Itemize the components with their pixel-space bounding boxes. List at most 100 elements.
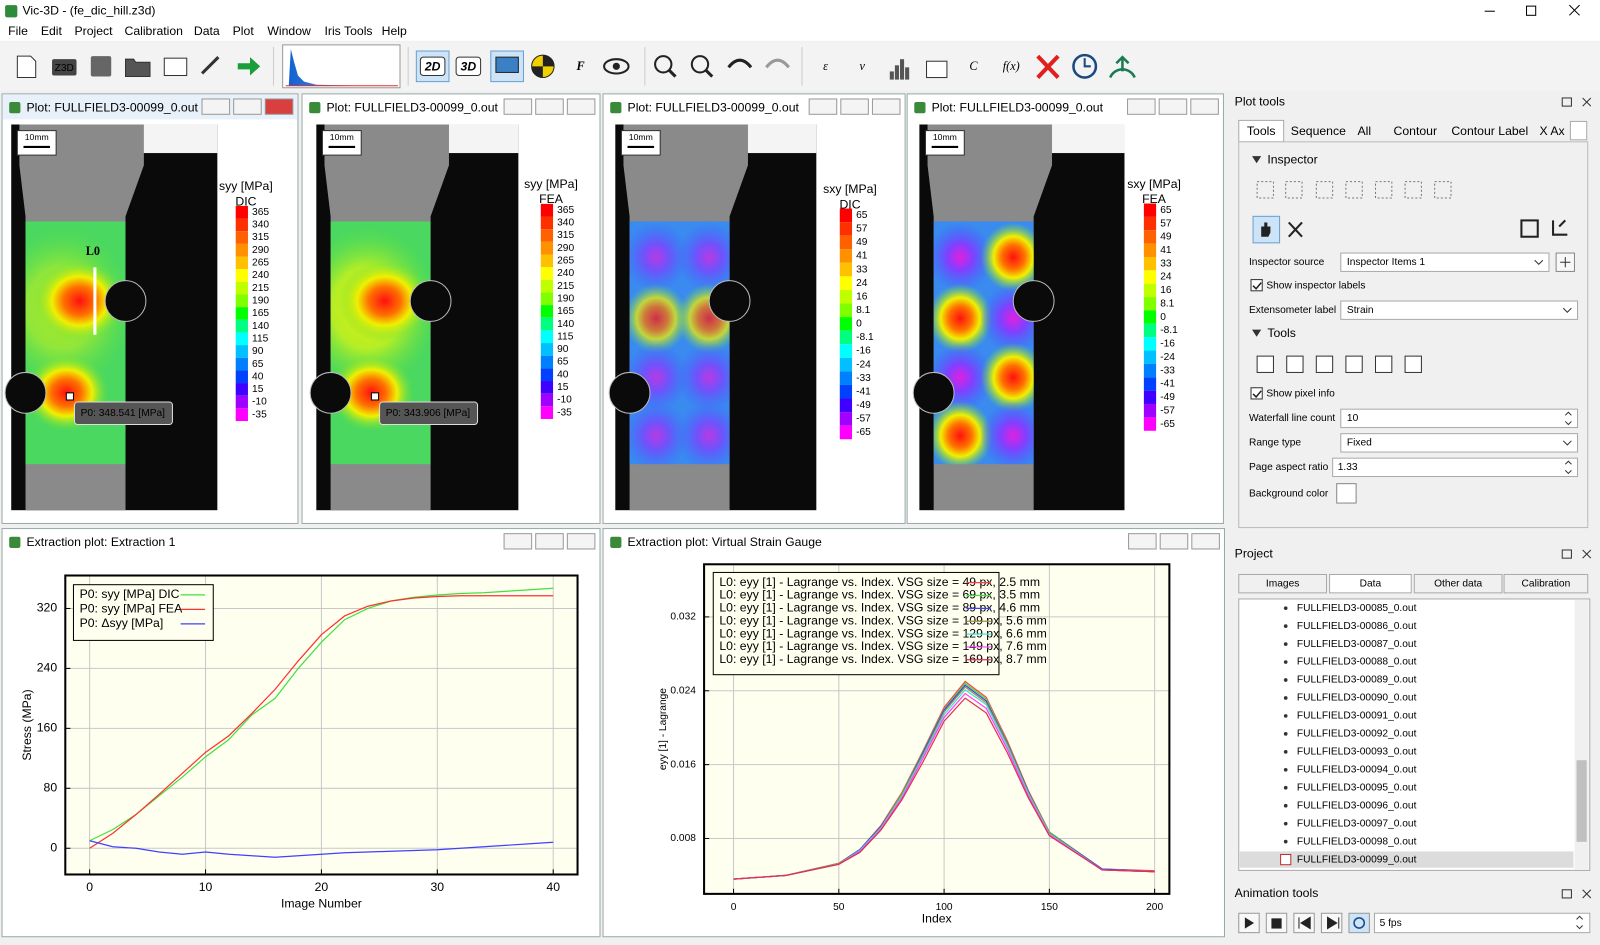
subwindow-button[interactable] bbox=[872, 99, 900, 114]
tool-icon[interactable] bbox=[1405, 356, 1421, 372]
list-item[interactable]: FULLFIELD3-00095_0.out bbox=[1297, 782, 1417, 793]
spin-box[interactable] bbox=[1341, 409, 1578, 427]
colorbar-swatch bbox=[236, 383, 248, 396]
section-title[interactable]: Tools bbox=[1267, 326, 1296, 340]
combo-box[interactable] bbox=[1341, 434, 1578, 452]
tab-label[interactable]: Sequence bbox=[1291, 124, 1346, 138]
menu-item[interactable]: Calibration bbox=[124, 24, 183, 38]
colorbar-swatch bbox=[541, 254, 553, 267]
subwindow-button[interactable] bbox=[809, 99, 837, 114]
tab-label[interactable]: Images bbox=[1266, 578, 1299, 589]
toolbar-label[interactable]: F bbox=[576, 59, 585, 73]
list-item[interactable]: FULLFIELD3-00092_0.out bbox=[1297, 729, 1417, 740]
combo-box[interactable] bbox=[1341, 301, 1578, 319]
subwindow-button[interactable] bbox=[841, 99, 869, 114]
tab-label[interactable]: Contour bbox=[1394, 124, 1438, 138]
inspector-point[interactable] bbox=[66, 393, 73, 400]
field-label: Range type bbox=[1249, 438, 1301, 449]
toolbar-label[interactable]: ε bbox=[823, 59, 828, 73]
colorbar-tick-label: 33 bbox=[1160, 258, 1172, 269]
toolbar-label[interactable]: C bbox=[969, 59, 978, 73]
list-item[interactable]: FULLFIELD3-00086_0.out bbox=[1297, 621, 1417, 632]
colorbar-title: sxy [MPa] bbox=[823, 182, 877, 196]
toolbar-icon[interactable] bbox=[895, 65, 899, 79]
tab-label[interactable]: All bbox=[1357, 124, 1371, 138]
colorbar-swatch bbox=[840, 304, 852, 318]
subwindow-button[interactable] bbox=[504, 534, 532, 549]
list-item[interactable]: FULLFIELD3-00099_0.out bbox=[1297, 854, 1417, 865]
subwindow-button[interactable] bbox=[1128, 99, 1156, 114]
colorbar-tick-label: 8.1 bbox=[856, 305, 870, 316]
subwindow-button[interactable] bbox=[536, 534, 564, 549]
colorbar-swatch bbox=[840, 236, 852, 250]
subwindow-button[interactable] bbox=[202, 99, 230, 114]
subwindow-button[interactable] bbox=[234, 99, 262, 114]
list-item[interactable]: FULLFIELD3-00094_0.out bbox=[1297, 764, 1417, 775]
subwindow-button[interactable] bbox=[1159, 99, 1187, 114]
tool-icon[interactable] bbox=[1257, 356, 1273, 372]
tab-label[interactable]: Other data bbox=[1434, 578, 1482, 589]
checkbox-label[interactable]: Show inspector labels bbox=[1266, 280, 1365, 291]
menu-item[interactable]: Window bbox=[267, 24, 311, 38]
menu-item[interactable]: Help bbox=[382, 24, 407, 38]
subwindow-button[interactable] bbox=[536, 99, 564, 114]
tab-scroll[interactable] bbox=[1570, 121, 1586, 139]
subwindow-button[interactable] bbox=[504, 99, 532, 114]
section-title[interactable]: Inspector bbox=[1267, 152, 1317, 166]
list-item[interactable]: FULLFIELD3-00087_0.out bbox=[1297, 639, 1417, 650]
toolbar-icon[interactable] bbox=[126, 59, 150, 76]
inspector-point[interactable] bbox=[371, 393, 378, 400]
subwindow-button[interactable] bbox=[1160, 534, 1188, 549]
tool-icon[interactable] bbox=[1316, 356, 1332, 372]
subwindow-button[interactable] bbox=[1129, 534, 1157, 549]
tab-label[interactable]: Tools bbox=[1247, 124, 1276, 138]
toolbar-label[interactable]: f(x) bbox=[1003, 59, 1020, 73]
colorbar-tick-label: 340 bbox=[557, 218, 574, 229]
tab-label[interactable]: Data bbox=[1360, 578, 1382, 589]
menu-item[interactable]: File bbox=[8, 24, 28, 38]
toolbar-label: Z3D bbox=[55, 63, 74, 74]
y-tick-label: 240 bbox=[37, 661, 58, 675]
toolbar-label[interactable]: ν bbox=[860, 59, 866, 73]
list-item[interactable]: FULLFIELD3-00096_0.out bbox=[1297, 800, 1417, 811]
color-swatch[interactable] bbox=[1337, 484, 1356, 503]
subwindow-button[interactable] bbox=[1192, 534, 1220, 549]
menu-item[interactable]: Edit bbox=[41, 24, 63, 38]
tab-label[interactable]: Calibration bbox=[1522, 578, 1571, 589]
toolbar-icon[interactable] bbox=[164, 58, 186, 75]
list-item[interactable]: FULLFIELD3-00088_0.out bbox=[1297, 657, 1417, 668]
scrollbar-thumb[interactable] bbox=[1577, 760, 1587, 842]
tool-icon[interactable] bbox=[1375, 356, 1391, 372]
toolbar-icon[interactable] bbox=[91, 56, 111, 76]
list-item[interactable]: FULLFIELD3-00089_0.out bbox=[1297, 675, 1417, 686]
menu-item[interactable]: Plot bbox=[233, 24, 255, 38]
toolbar-icon[interactable] bbox=[905, 67, 909, 79]
subwindow-button[interactable] bbox=[1191, 99, 1219, 114]
menu-item[interactable]: Iris Tools bbox=[324, 24, 372, 38]
list-item[interactable]: FULLFIELD3-00085_0.out bbox=[1297, 603, 1417, 614]
list-item[interactable]: FULLFIELD3-00093_0.out bbox=[1297, 747, 1417, 758]
tool-icon[interactable] bbox=[1287, 356, 1303, 372]
menu-item[interactable]: Data bbox=[194, 24, 220, 38]
menu-item[interactable]: Project bbox=[74, 24, 113, 38]
toolbar-icon[interactable] bbox=[900, 59, 904, 79]
toolbar-icon[interactable] bbox=[890, 71, 894, 79]
list-item[interactable]: FULLFIELD3-00097_0.out bbox=[1297, 818, 1417, 829]
subwindow-button[interactable] bbox=[265, 99, 293, 114]
tool-icon[interactable] bbox=[1346, 356, 1362, 372]
combo-value: Inspector Items 1 bbox=[1347, 257, 1425, 268]
list-item[interactable]: FULLFIELD3-00091_0.out bbox=[1297, 711, 1417, 722]
spin-box[interactable] bbox=[1333, 458, 1578, 476]
subwindow-button[interactable] bbox=[567, 99, 595, 114]
tab-label[interactable]: Contour Label bbox=[1451, 124, 1528, 138]
subwindow-button[interactable] bbox=[567, 534, 595, 549]
list-item[interactable]: FULLFIELD3-00090_0.out bbox=[1297, 693, 1417, 704]
checkbox-label[interactable]: Show pixel info bbox=[1266, 389, 1335, 400]
list-item[interactable]: FULLFIELD3-00098_0.out bbox=[1297, 836, 1417, 847]
toolbar-icon[interactable] bbox=[927, 61, 947, 77]
tab-label[interactable]: X Ax bbox=[1539, 124, 1564, 138]
toolbar-icon[interactable] bbox=[17, 56, 35, 77]
anim-button[interactable] bbox=[1349, 913, 1369, 932]
spin-box[interactable] bbox=[1374, 913, 1589, 932]
